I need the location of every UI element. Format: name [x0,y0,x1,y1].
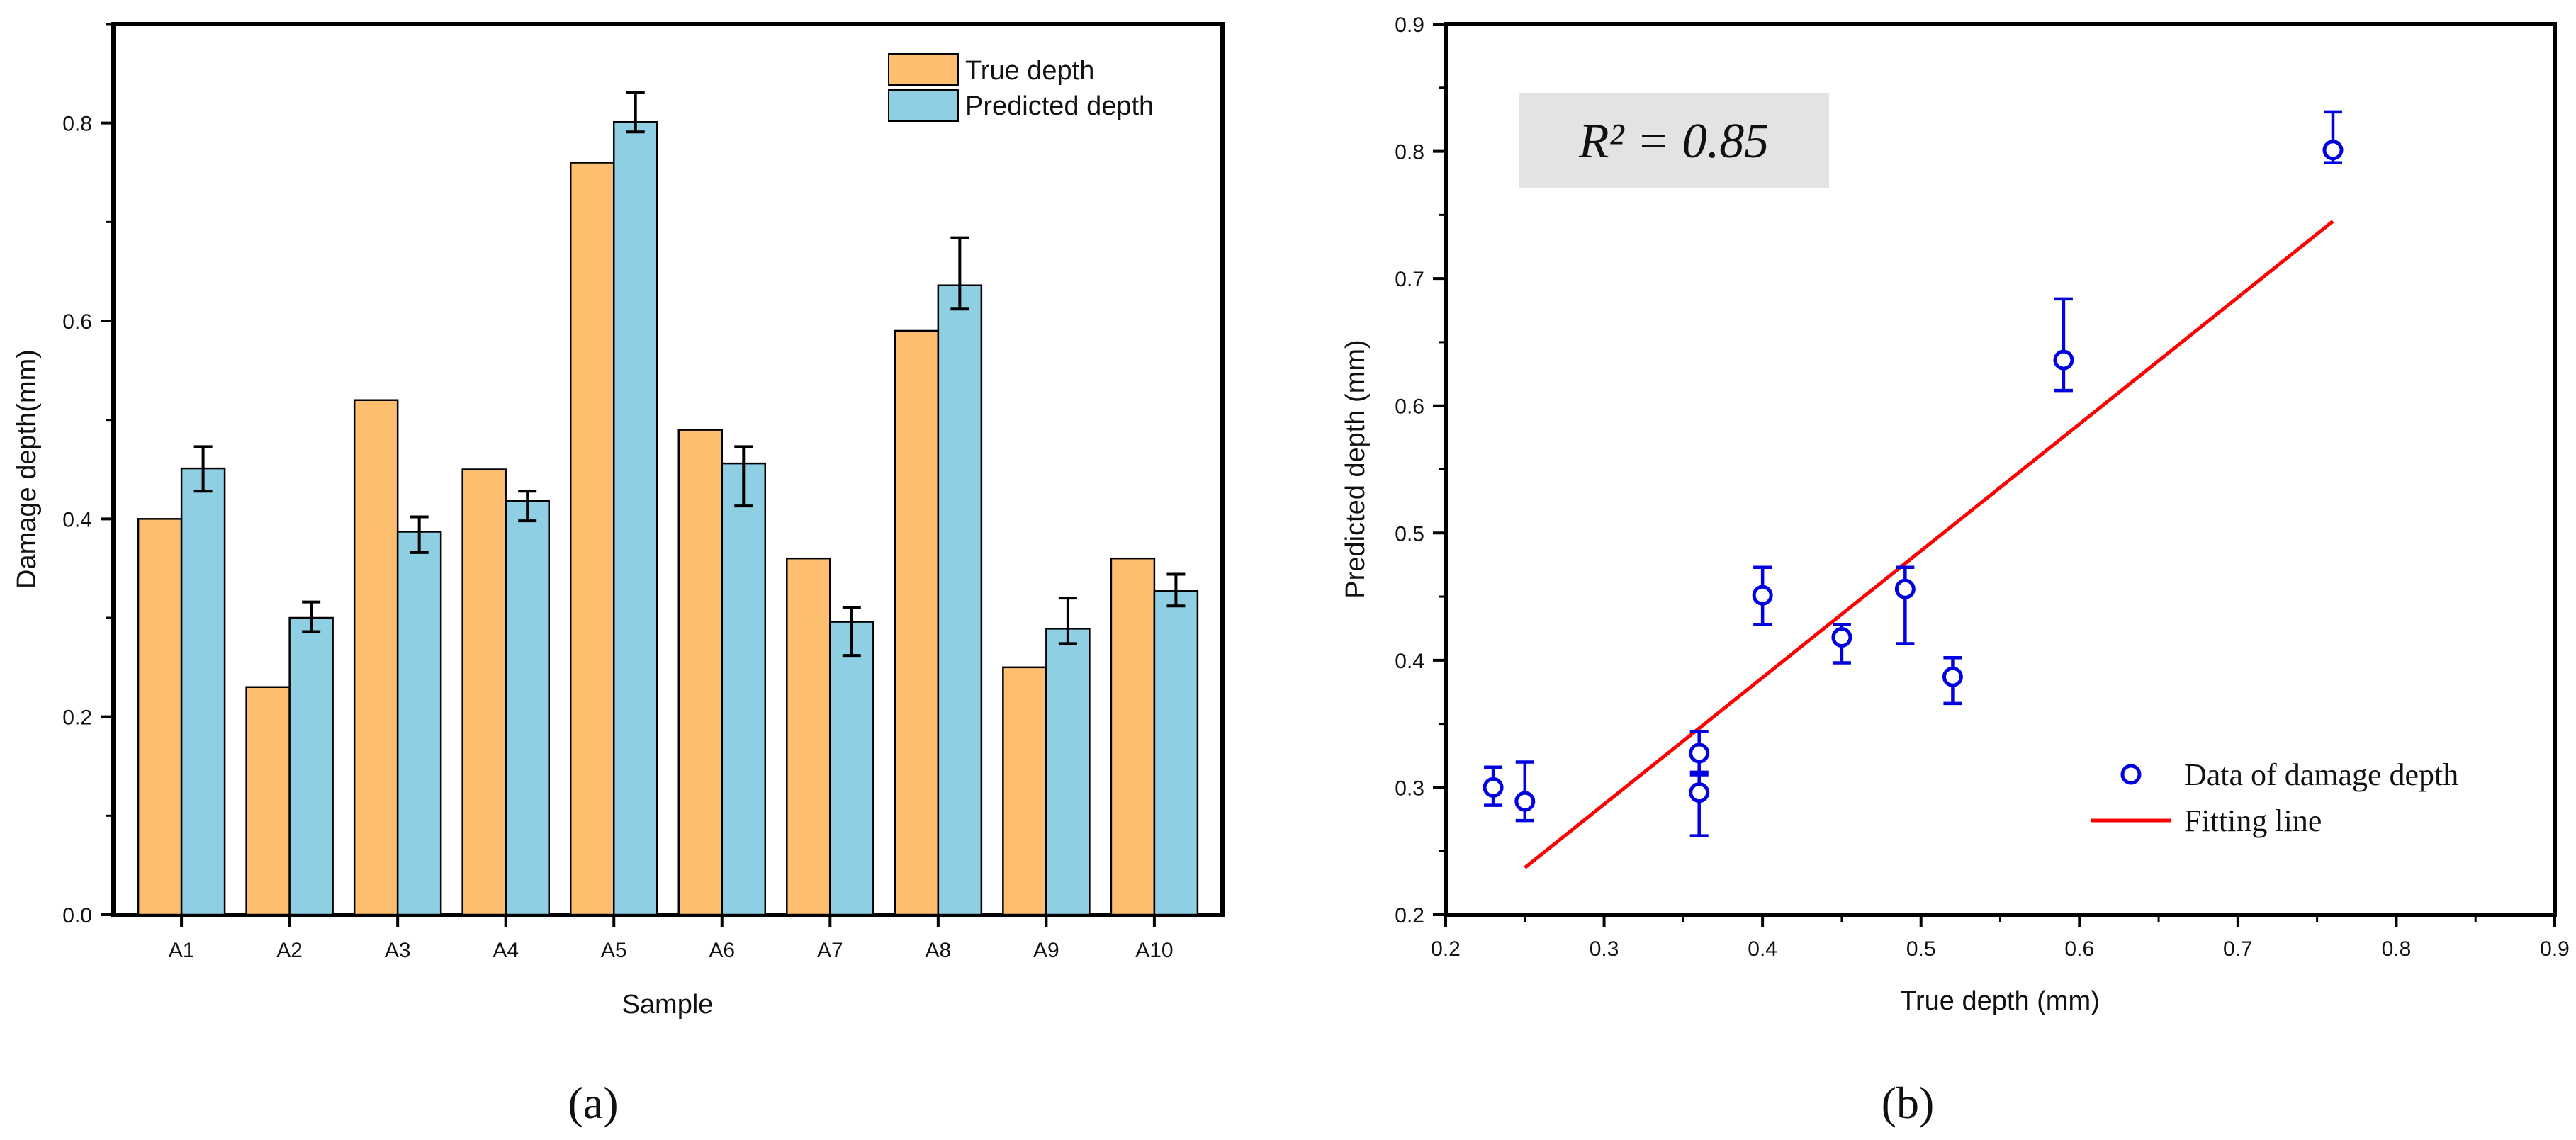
panel-a-bar-chart: 0.0 0.2 0.4 0.6 0.8 A1 A2 A3 A4 A5 A6 A7 A8 A9 A10 Sam… [12,22,1225,1128]
bar-true-depth [569,162,615,916]
data-point [1831,627,1852,648]
panel-b-points [1483,140,2344,812]
r-squared-annotation: R² = 0.85 [1519,93,1829,188]
legend-marker-data-points [2120,764,2142,785]
x-tick-label: 0.8 [2382,937,2412,961]
bar-true-depth [353,399,399,916]
bar-true-depth [786,557,831,916]
y-tick-label: 0.4 [62,508,92,531]
bar-true-depth [894,329,940,916]
x-tick-label: A9 [1033,939,1059,962]
x-tick-label: 0.3 [1590,937,1619,961]
data-point [2053,349,2074,371]
bar-predicted-depth [1153,590,1199,916]
y-tick-label: 0.4 [1395,650,1424,673]
panel-b-scatter-chart: 0.2 0.3 0.4 0.5 0.6 0.7 0.8 0.9 0.2 0.3 0.4 0.5 0.6 0… [1341,13,2570,1128]
panel-a-plot-frame [111,22,1225,917]
x-tick-label: A1 [169,939,195,962]
r-squared-box [1519,93,1829,188]
panel-b-error-bars [1484,110,2342,837]
panel-b-label: (b) [1882,1078,1935,1128]
bar-true-depth [1110,557,1156,916]
fitting-line [1524,220,2334,869]
y-tick-label: 0.0 [62,904,92,927]
x-tick-label: 0.4 [1748,937,1777,961]
data-point [1752,585,1773,606]
x-tick-label: A8 [925,939,951,962]
data-point [1942,666,1963,687]
x-tick-label: 0.2 [1431,937,1461,961]
panel-b-x-axis-title: True depth (mm) [1900,986,2100,1016]
bar-true-depth [245,686,291,916]
x-tick-label: 0.5 [1906,937,1936,961]
y-tick-label: 0.8 [62,113,92,136]
x-tick-label: 0.6 [2064,937,2094,961]
bar-predicted-depth [505,500,550,916]
y-tick-label: 0.3 [1395,777,1424,800]
bar-predicted-depth [1045,628,1091,916]
data-point [1514,791,1536,812]
y-tick-label: 0.2 [62,706,92,730]
bar-predicted-depth [829,621,874,916]
panel-b-axis-ticks: 0.2 0.3 0.4 0.5 0.6 0.7 0.8 0.9 0.2 0.3 0.4 0.5 0.6 0… [1395,13,2570,961]
data-point [1689,782,1710,803]
bar-true-depth [1002,666,1047,916]
y-tick-label: 0.5 [1395,522,1424,546]
x-tick-label: A2 [276,939,303,962]
y-tick-label: 0.7 [1395,268,1424,291]
bar-true-depth [461,468,507,916]
r-squared-text: R² = 0.85 [1578,114,1769,169]
data-point [1483,777,1504,798]
bar-predicted-depth [612,121,658,916]
y-tick-label: 0.6 [62,310,92,334]
legend-label-data-points: Data of damage depth [2184,757,2458,792]
data-point [1894,578,1916,599]
panel-b-y-axis-title: Predicted depth (mm) [1341,339,1371,598]
bar-predicted-depth [180,467,226,916]
bar-predicted-depth [937,284,983,916]
panel-a-legend: True depth Predicted depth [888,53,1154,122]
panel-a-label: (a) [568,1078,618,1128]
panel-b-fit-line-group [1524,220,2334,869]
panel-a-y-axis-title: Damage depth(mm) [12,349,42,589]
x-tick-label: A7 [817,939,843,962]
panel-a-x-axis-title: Sample [622,990,714,1020]
x-tick-label: 0.7 [2223,937,2253,961]
bar-true-depth [137,518,183,916]
bar-predicted-depth [288,616,334,916]
bar-predicted-depth [396,531,442,916]
legend-label-true-depth: True depth [965,56,1094,86]
y-tick-label: 0.9 [1395,13,1424,37]
x-tick-label: 0.9 [2540,937,2570,961]
panel-a-bars [137,121,1199,916]
x-tick-label: A4 [493,939,519,962]
legend-label-fitting-line: Fitting line [2184,803,2322,838]
panel-a-error-bars [193,91,1186,658]
x-tick-label: A3 [385,939,411,962]
y-tick-label: 0.6 [1395,395,1424,419]
data-point [2322,140,2344,161]
panel-a-axis-ticks: 0.0 0.2 0.4 0.6 0.8 A1 A2 A3 A4 A5 A6 A7 A8 A9 A10 [62,23,1174,962]
legend-swatch-predicted-depth [888,89,959,122]
bar-predicted-depth [721,462,767,916]
panel-b-legend: Data of damage depth Fitting line [2091,757,2458,838]
legend-swatch-true-depth [888,53,959,86]
data-point [1689,743,1710,764]
legend-label-predicted-depth: Predicted depth [965,91,1154,121]
y-tick-label: 0.8 [1395,141,1424,164]
x-tick-label: A10 [1135,939,1173,962]
x-tick-label: A5 [601,939,627,962]
y-tick-label: 0.2 [1395,904,1424,927]
bar-true-depth [677,429,724,916]
x-tick-label: A6 [709,939,735,962]
